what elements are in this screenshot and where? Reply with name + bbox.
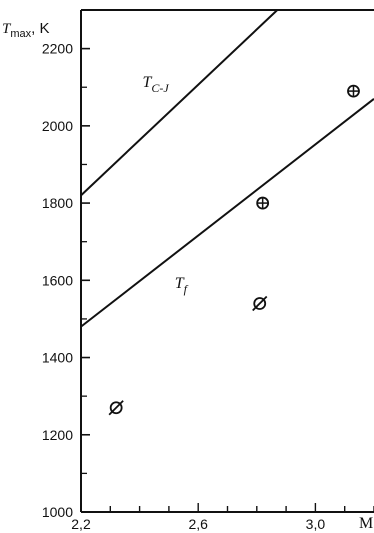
y-tick-label: 2200 — [42, 41, 73, 57]
y-axis-title: Tmax, K — [2, 20, 49, 40]
series-line-0 — [80, 9, 278, 197]
crossed-circle-point — [256, 196, 270, 210]
crossed-circle-point — [347, 84, 360, 98]
y-tick-label: 1800 — [42, 195, 73, 211]
axes — [80, 9, 374, 513]
x-tick-label: 2,6 — [188, 516, 208, 532]
data-points — [108, 84, 360, 416]
series-label-0: TC-J — [143, 74, 170, 95]
y-tick-label: 1400 — [42, 350, 73, 366]
x-tick-label: 3,0 — [306, 516, 326, 532]
y-tick-label: 1600 — [42, 272, 73, 288]
slashed-circle-point — [252, 295, 268, 312]
y-tick-label: 1000 — [42, 504, 73, 520]
series-line-1 — [80, 98, 374, 328]
x-tick-label: 2,2 — [71, 516, 91, 532]
series-lines: TC-J Tf — [80, 9, 374, 328]
y-tick-label: 2000 — [42, 118, 73, 134]
x-axis-title: M — [359, 515, 373, 532]
y-ticks: 1000 1200 1400 1600 1800 2000 2200 — [42, 41, 90, 520]
slashed-circle-point — [108, 400, 124, 416]
x-ticks: 2,2 2,6 3,0 — [71, 503, 374, 532]
series-label-1: Tf — [175, 275, 189, 296]
y-tick-label: 1200 — [42, 427, 73, 443]
